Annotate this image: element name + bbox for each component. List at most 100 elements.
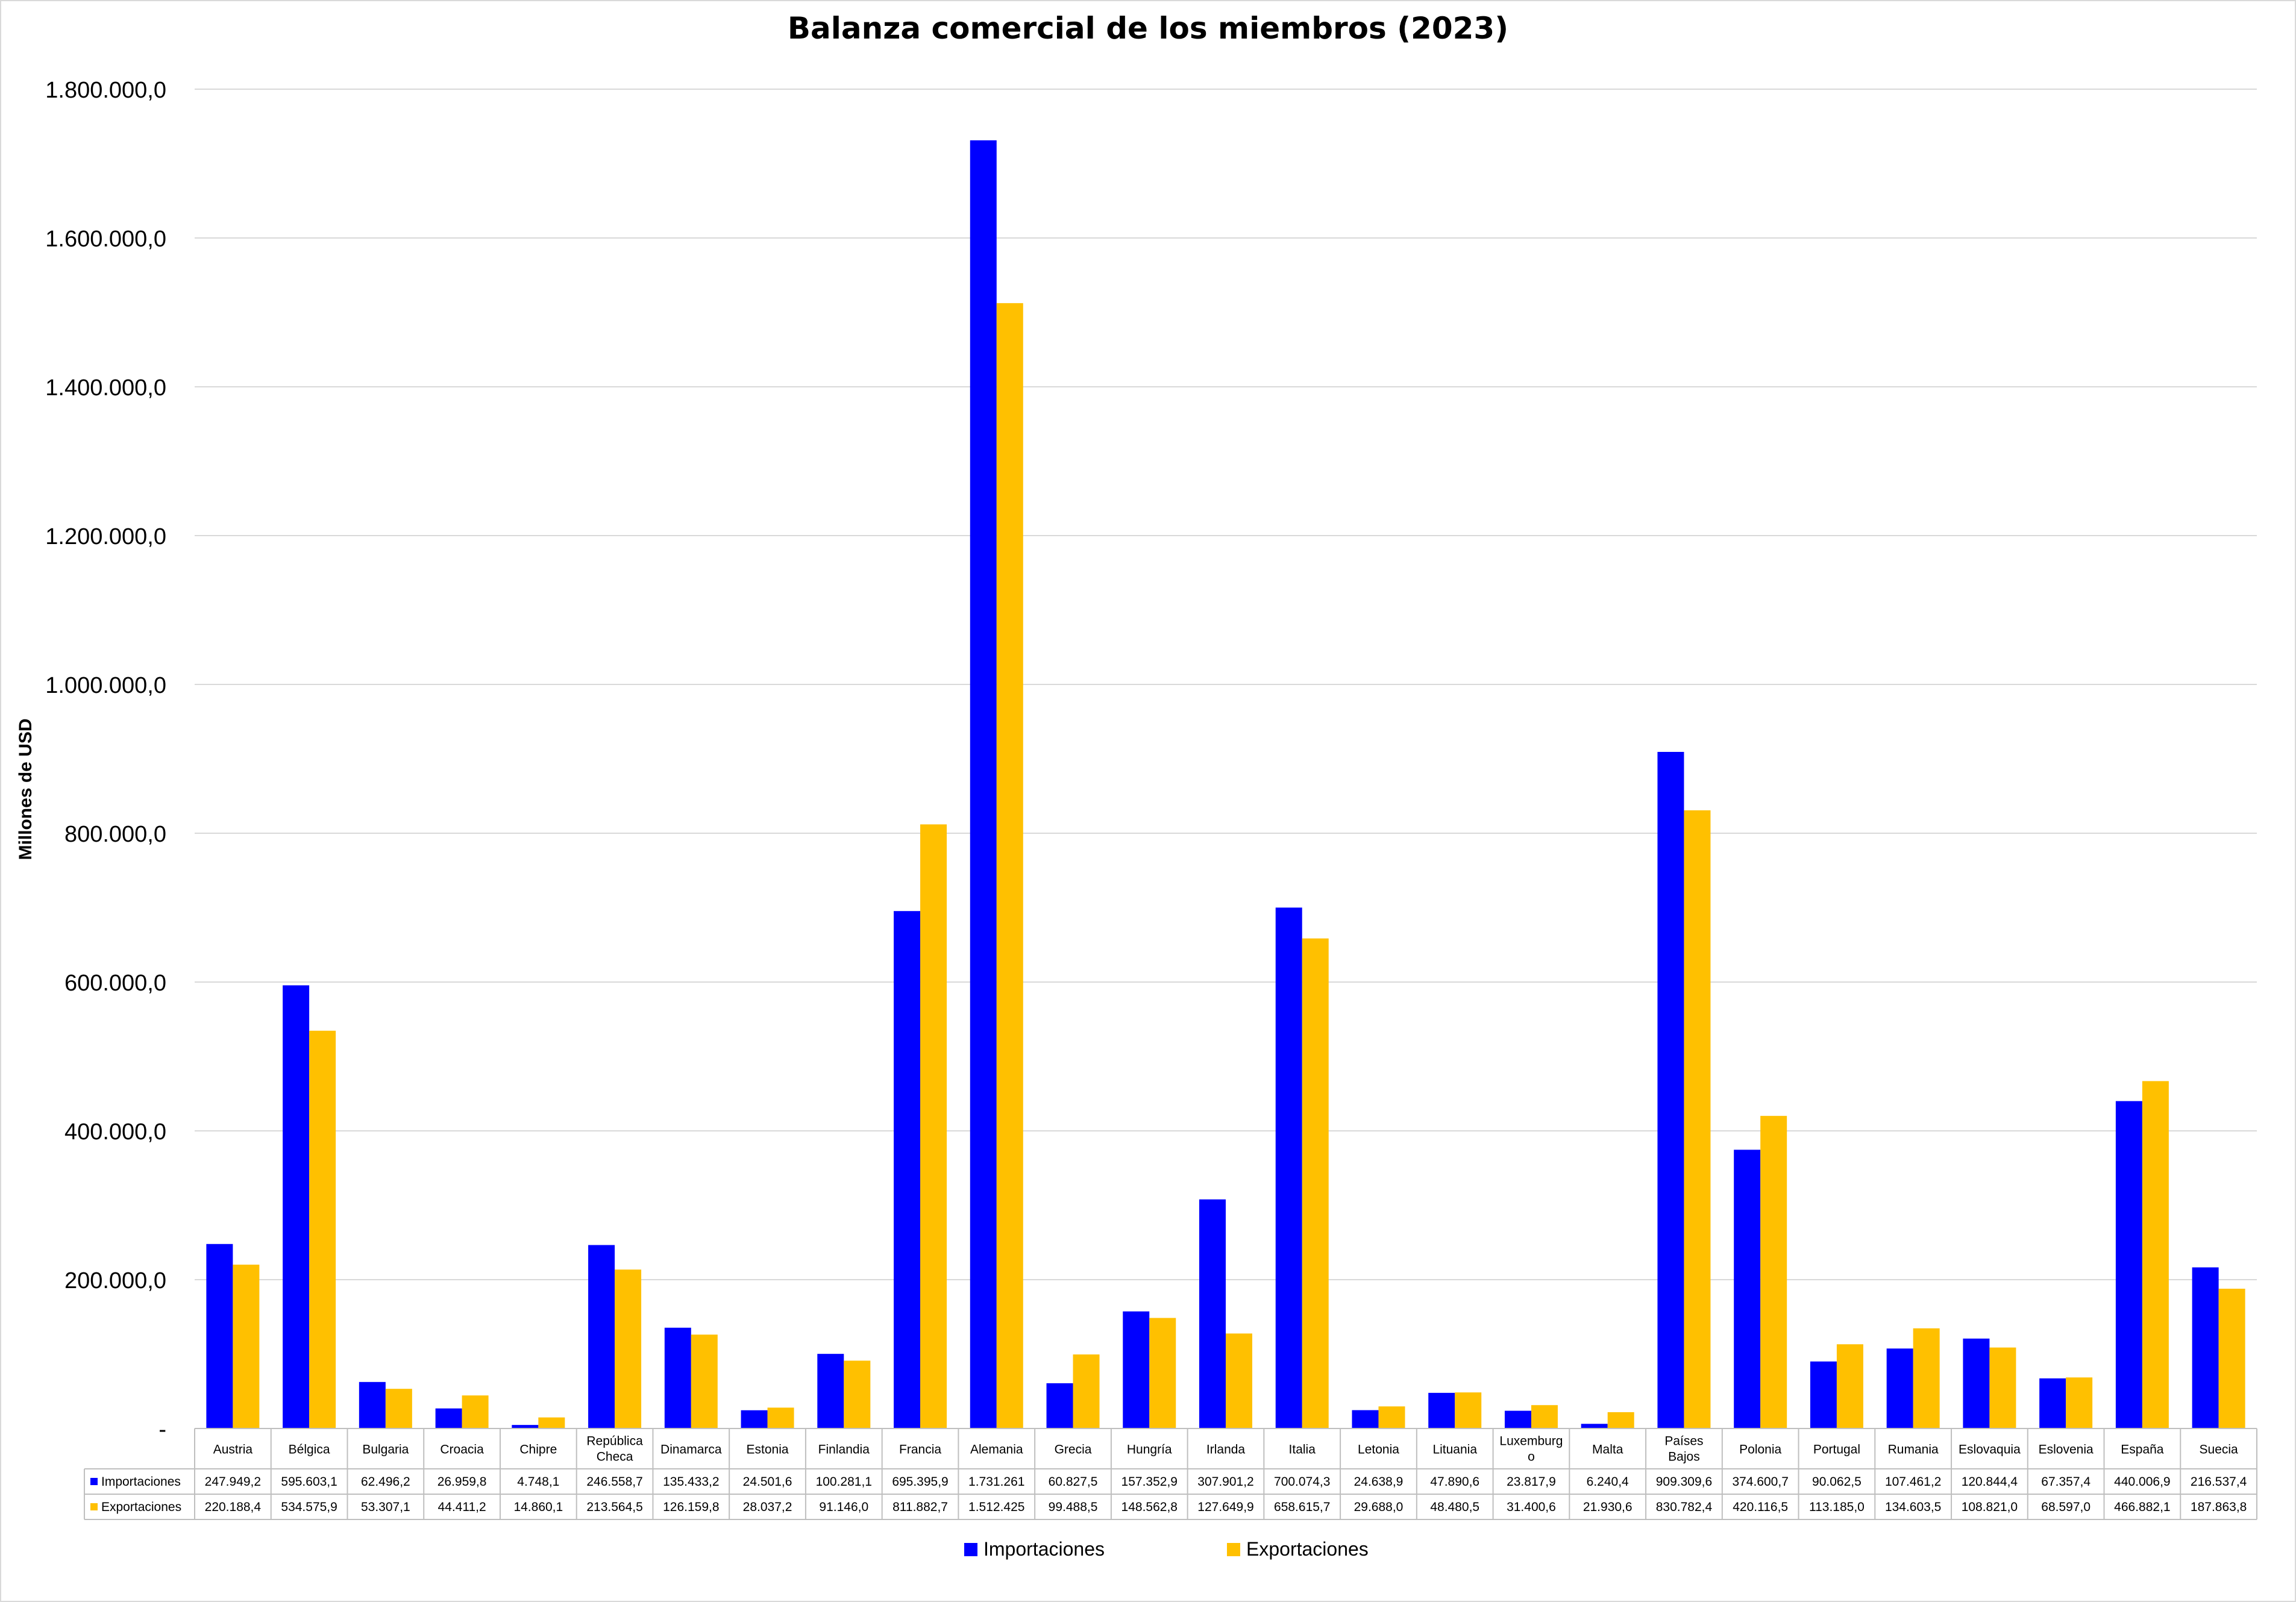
x-category-label: España — [2121, 1443, 2164, 1457]
bar-exportaciones-21 — [1836, 1344, 1863, 1428]
x-category-label: Alemania — [970, 1443, 1023, 1457]
data-label: 466.882,1 — [2114, 1500, 2170, 1514]
data-label: 126.159,8 — [663, 1500, 719, 1514]
data-label: 1.731.261 — [968, 1475, 1024, 1489]
data-label: 1.512.425 — [968, 1500, 1024, 1514]
data-label: 534.575,9 — [281, 1500, 337, 1514]
bar-importaciones-19 — [1657, 752, 1684, 1428]
bar-importaciones-22 — [1886, 1348, 1913, 1428]
data-label: 62.496,2 — [361, 1475, 410, 1489]
y-tick-label: 400.000,0 — [64, 1119, 166, 1145]
x-category-label: Finlandia — [818, 1443, 870, 1457]
bar-importaciones-3 — [435, 1408, 462, 1428]
bar-importaciones-26 — [2192, 1267, 2219, 1428]
y-tick-label: - — [158, 1417, 166, 1442]
bar-exportaciones-24 — [2066, 1377, 2093, 1428]
data-label: 246.558,7 — [586, 1475, 642, 1489]
data-label: 307.901,2 — [1197, 1475, 1253, 1489]
data-label: 99.488,5 — [1049, 1500, 1098, 1514]
bar-exportaciones-15 — [1378, 1406, 1405, 1428]
bar-importaciones-24 — [2039, 1378, 2066, 1428]
bar-exportaciones-18 — [1607, 1412, 1634, 1428]
bar-importaciones-8 — [817, 1354, 844, 1428]
y-tick-label: 800.000,0 — [64, 822, 166, 847]
x-category-label: Suecia — [2200, 1443, 2239, 1457]
data-label: 107.461,2 — [1885, 1475, 1941, 1489]
bar-exportaciones-11 — [1073, 1354, 1100, 1428]
data-label: 67.357,4 — [2041, 1475, 2091, 1489]
data-label: 29.688,0 — [1354, 1500, 1404, 1514]
data-label: 909.309,6 — [1656, 1475, 1712, 1489]
data-label: 48.480,5 — [1430, 1500, 1479, 1514]
bar-exportaciones-26 — [2218, 1288, 2245, 1428]
x-category-label: Malta — [1592, 1443, 1623, 1457]
bar-exportaciones-22 — [1913, 1328, 1940, 1428]
y-tick-label: 1.600.000,0 — [45, 227, 166, 252]
legend-label: Importaciones — [983, 1538, 1105, 1560]
data-label: 23.817,9 — [1507, 1475, 1556, 1489]
x-category-label: Estonia — [747, 1443, 789, 1457]
x-category-label: Dinamarca — [660, 1443, 722, 1457]
bar-importaciones-12 — [1123, 1311, 1150, 1428]
data-label: 31.400,6 — [1507, 1500, 1556, 1514]
bar-importaciones-23 — [1963, 1338, 1990, 1428]
data-label: 120.844,4 — [1962, 1475, 2018, 1489]
x-category-label: Chipre — [519, 1443, 557, 1457]
x-category-label: Portugal — [1813, 1443, 1860, 1457]
x-category-label: Eslovenia — [2039, 1443, 2094, 1457]
bar-exportaciones-2 — [385, 1389, 412, 1428]
data-label: 374.600,7 — [1732, 1475, 1788, 1489]
bar-importaciones-20 — [1734, 1150, 1761, 1428]
data-label: 811.882,7 — [892, 1500, 948, 1514]
data-label: 26.959,8 — [438, 1475, 487, 1489]
bar-importaciones-15 — [1352, 1410, 1379, 1428]
x-category-label: Polonia — [1739, 1443, 1781, 1457]
data-label: 440.006,9 — [2114, 1475, 2170, 1489]
table-legend-key-exportaciones — [90, 1503, 98, 1510]
y-tick-label: 1.800.000,0 — [45, 78, 166, 103]
bar-exportaciones-17 — [1531, 1405, 1558, 1428]
x-category-label: República Checa — [586, 1435, 643, 1464]
bar-importaciones-10 — [970, 140, 997, 1429]
bar-importaciones-18 — [1581, 1424, 1608, 1428]
bar-importaciones-14 — [1275, 907, 1302, 1428]
data-label: 148.562,8 — [1121, 1500, 1178, 1514]
data-label: 700.074,3 — [1274, 1475, 1330, 1489]
x-category-label: Hungría — [1127, 1443, 1172, 1457]
bar-exportaciones-6 — [691, 1334, 718, 1428]
data-label: 90.062,5 — [1812, 1475, 1862, 1489]
data-label: 53.307,1 — [361, 1500, 410, 1514]
bar-exportaciones-13 — [1226, 1333, 1252, 1428]
legend: Importaciones Exportaciones — [964, 1538, 1369, 1560]
data-label: 4.748,1 — [517, 1475, 559, 1489]
bar-exportaciones-0 — [233, 1265, 260, 1428]
bar-importaciones-5 — [588, 1245, 615, 1428]
bar-exportaciones-8 — [844, 1360, 871, 1428]
bar-exportaciones-7 — [767, 1407, 794, 1428]
x-category-label: Francia — [899, 1443, 941, 1457]
data-label: 6.240,4 — [1587, 1475, 1629, 1489]
x-category-label: Bulgaria — [362, 1443, 409, 1457]
data-label: 60.827,5 — [1049, 1475, 1098, 1489]
data-label: 134.603,5 — [1885, 1500, 1941, 1514]
y-tick-label: 1.400.000,0 — [45, 375, 166, 401]
data-label: 108.821,0 — [1962, 1500, 2018, 1514]
bars — [206, 140, 2245, 1429]
data-label: 24.501,6 — [743, 1475, 792, 1489]
bar-importaciones-2 — [359, 1381, 386, 1428]
bar-exportaciones-5 — [615, 1269, 642, 1428]
bar-importaciones-11 — [1046, 1383, 1073, 1428]
x-category-label: Rumania — [1888, 1443, 1939, 1457]
bar-importaciones-0 — [206, 1244, 233, 1428]
x-category-label: Lituania — [1432, 1443, 1477, 1457]
data-label: 420.116,5 — [1733, 1500, 1788, 1514]
x-category-label: Luxemburg o — [1499, 1435, 1563, 1464]
data-table: Austria Bélgica Bulgaria Croacia Chipre Repúb… — [84, 1428, 2257, 1520]
bar-exportaciones-16 — [1455, 1392, 1482, 1428]
bar-importaciones-9 — [894, 911, 921, 1428]
bar-exportaciones-25 — [2142, 1081, 2169, 1428]
table-series-name: Importaciones — [101, 1475, 181, 1489]
y-tick-label: 1.200.000,0 — [45, 524, 166, 549]
